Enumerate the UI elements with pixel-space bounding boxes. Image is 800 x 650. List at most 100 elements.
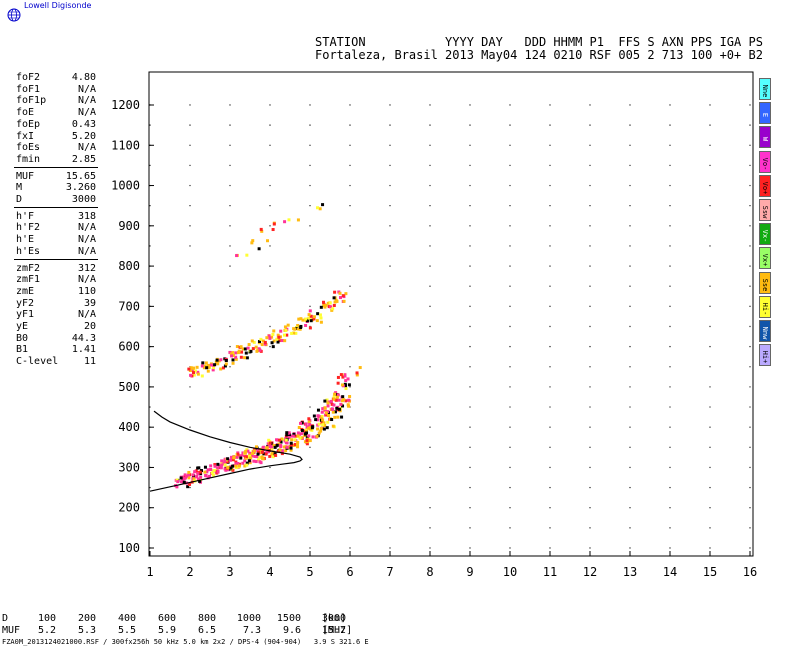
grid-dot xyxy=(229,366,231,368)
grid-dot xyxy=(189,386,191,388)
grid-dot xyxy=(229,386,231,388)
echo-mark xyxy=(307,426,311,430)
echo-mark xyxy=(298,436,302,440)
grid-dot xyxy=(509,184,511,187)
echo-mark xyxy=(270,447,274,451)
grid-dot xyxy=(469,345,471,348)
param-fof1: foF1 N/A xyxy=(16,84,96,96)
grid-dot xyxy=(389,446,391,449)
grid-dot xyxy=(269,204,271,207)
echo-mark xyxy=(193,470,197,474)
grid-dot xyxy=(589,507,591,509)
grid-dot xyxy=(509,547,511,549)
echo-mark xyxy=(204,361,208,365)
echo-mark xyxy=(183,476,187,480)
echo-mark xyxy=(237,464,241,468)
grid-dot xyxy=(629,124,631,126)
grid-dot xyxy=(429,225,431,227)
legend-label: Vo- xyxy=(761,157,769,170)
grid-dot xyxy=(629,466,631,469)
echo-mark xyxy=(289,443,293,447)
grid xyxy=(149,104,751,549)
echo-mark xyxy=(240,350,244,354)
y-tick-label: 200 xyxy=(118,501,140,515)
echo-mark xyxy=(270,445,274,449)
grid-dot xyxy=(309,144,311,146)
echo-mark xyxy=(273,452,277,456)
echo-mark xyxy=(224,362,228,366)
grid-dot xyxy=(469,144,471,146)
x-tick-label: 9 xyxy=(466,565,473,579)
legend-item-w: W xyxy=(759,126,771,149)
echo-mark xyxy=(214,360,218,364)
logo-text: Lowell Digisonde xyxy=(24,1,92,10)
grid-dot xyxy=(429,184,431,187)
param-ye: yE 20 xyxy=(16,321,96,333)
grid-dot xyxy=(749,366,751,368)
echo-mark xyxy=(247,343,251,347)
grid-dot xyxy=(749,305,751,308)
echo-mark xyxy=(234,351,238,355)
echo-mark xyxy=(292,327,296,331)
echo-mark xyxy=(196,472,200,476)
grid-dot xyxy=(189,527,191,529)
grid-dot xyxy=(189,225,191,227)
grid-dot xyxy=(429,366,431,368)
echo-mark xyxy=(322,304,326,308)
x-tick-label: 5 xyxy=(306,565,313,579)
grid-dot xyxy=(149,124,151,126)
echo-mark xyxy=(320,414,324,418)
grid-dot xyxy=(469,225,471,227)
grid-dot xyxy=(629,406,631,408)
grid-dot xyxy=(269,184,271,187)
echo-mark xyxy=(198,470,202,474)
echo-mark xyxy=(321,407,325,411)
echo-mark xyxy=(323,424,327,428)
grid-dot xyxy=(509,204,511,207)
legend-label: Nnw xyxy=(761,326,769,340)
echo-mark xyxy=(328,301,332,305)
echo-mark xyxy=(275,337,279,341)
echo-mark xyxy=(257,247,261,251)
grid-dot xyxy=(749,124,751,126)
grid-dot xyxy=(389,245,391,247)
param-value: 110 xyxy=(77,285,96,297)
echo-mark xyxy=(344,292,348,296)
grid-dot xyxy=(309,547,311,549)
grid-dot xyxy=(429,124,431,126)
grid-dot xyxy=(549,144,551,146)
grid-dot xyxy=(509,124,511,126)
echo-mark xyxy=(263,340,267,344)
echo-mark xyxy=(285,433,289,437)
grid-dot xyxy=(469,184,471,187)
echo-mark xyxy=(324,411,328,415)
echo-mark xyxy=(223,459,227,463)
echo-mark xyxy=(241,461,245,465)
grid-dot xyxy=(709,124,711,126)
echo-mark xyxy=(243,347,247,351)
grid-dot xyxy=(429,104,431,106)
grid-dot xyxy=(309,527,311,529)
echo-mark xyxy=(192,373,196,377)
grid-dot xyxy=(389,265,391,267)
legend-label: Vx+ xyxy=(761,254,769,267)
distance-row-label: MUF xyxy=(2,625,21,636)
echo-mark xyxy=(198,479,202,483)
distance-row-label: D xyxy=(2,613,9,624)
grid-dot xyxy=(389,104,391,106)
grid-dot xyxy=(709,164,711,167)
legend-item-vx: Vx+ xyxy=(759,247,771,270)
grid-dot xyxy=(229,124,231,126)
echo-mark xyxy=(187,473,191,477)
grid-dot xyxy=(429,466,431,469)
echo-mark xyxy=(254,445,258,449)
echo-mark xyxy=(294,331,298,335)
echo-mark xyxy=(298,432,302,436)
echo-mark xyxy=(255,455,259,459)
grid-dot xyxy=(349,527,351,529)
grid-dot xyxy=(469,245,471,247)
echo-mark xyxy=(217,359,221,363)
grid-dot xyxy=(589,204,591,207)
grid-dot xyxy=(549,164,551,167)
echo-mark xyxy=(256,348,260,352)
